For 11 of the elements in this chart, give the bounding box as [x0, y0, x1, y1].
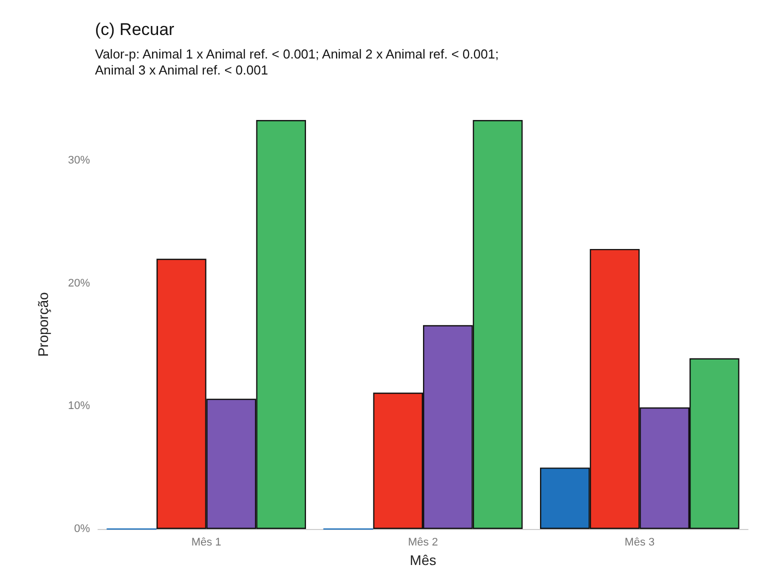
- y-tick-label: 0%: [74, 523, 90, 535]
- chart-title: (c) Recuar: [95, 20, 175, 39]
- x-axis-title: Mês: [410, 552, 436, 568]
- x-tick-label: Mês 3: [624, 536, 655, 548]
- y-tick-label: 20%: [68, 277, 90, 290]
- y-tick-label: 10%: [68, 400, 90, 412]
- chart-subtitle: Valor-p: Animal 1 x Animal ref. < 0.001; Animal 2 x Animal ref. < 0.001; Animal 3 x Animal ref. < 0.001: [95, 46, 502, 78]
- x-tick-label: Mês 2: [408, 536, 438, 548]
- x-tick-label: Mês 1: [191, 536, 222, 548]
- y-axis-title: Proporção: [35, 292, 51, 357]
- y-tick-label: 30%: [68, 154, 90, 167]
